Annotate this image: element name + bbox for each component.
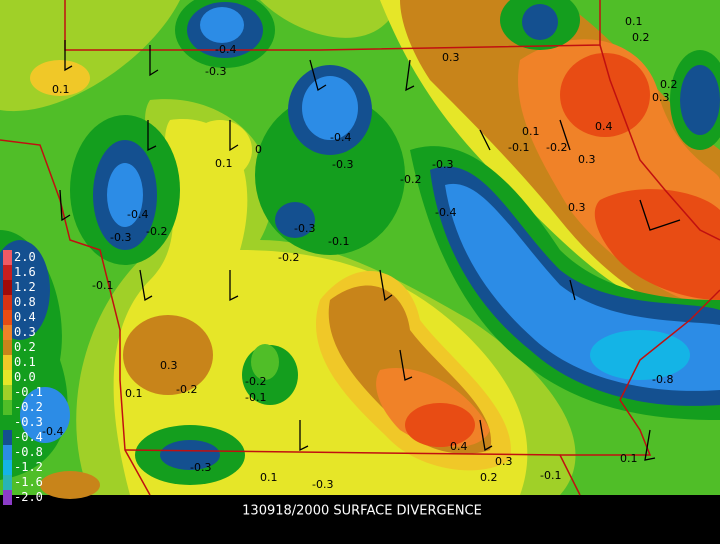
legend-label: -1.2 [14, 460, 43, 474]
legend-label: 0.8 [14, 295, 36, 309]
legend-label: 0.3 [14, 325, 36, 339]
contour-label: 0.1 [620, 452, 638, 465]
contour-label: 0.3 [160, 359, 178, 372]
divergence-field [0, 0, 720, 499]
contour-label: -0.2 [546, 141, 567, 154]
contour-label: -0.4 [330, 131, 351, 144]
contour-label: 0.1 [522, 125, 540, 138]
contour-label: -0.3 [205, 65, 226, 78]
contour-label: -0.1 [92, 279, 113, 292]
contour-label: -0.3 [110, 231, 131, 244]
contour-label: -0.1 [245, 391, 266, 404]
contour-label: 0.1 [260, 471, 278, 484]
legend-swatch [3, 265, 12, 280]
contour-label: -0.2 [278, 251, 299, 264]
contour-label: -0.2 [176, 383, 197, 396]
contour-label: 0.1 [125, 387, 143, 400]
legend-swatch [3, 445, 12, 460]
contour-label: -0.1 [540, 469, 561, 482]
legend-label: -2.0 [14, 490, 43, 504]
contour-label: 0.3 [568, 201, 586, 214]
legend-swatch [3, 325, 12, 340]
contour-label: 0.3 [652, 91, 670, 104]
contour-label: 0.1 [625, 15, 643, 28]
borders [0, 0, 720, 496]
map-title: 130918/2000 SURFACE DIVERGENCE [242, 504, 482, 519]
contour-label: -0.4 [127, 208, 148, 221]
contour-label: 0.1 [52, 83, 70, 96]
contour-label: 0.2 [480, 471, 498, 484]
legend-label: 0.2 [14, 340, 36, 354]
contour-label: -0.4 [42, 425, 63, 438]
contour-label: -0.3 [332, 158, 353, 171]
contour-label: -0.2 [400, 173, 421, 186]
contour-label: 0.3 [495, 455, 513, 468]
legend-swatch [3, 310, 12, 325]
contour-label: -0.3 [294, 222, 315, 235]
legend-label: 1.6 [14, 265, 36, 279]
legend-swatch [3, 400, 12, 415]
contour-label: 0.4 [450, 440, 468, 453]
contour-label: -0.1 [508, 141, 529, 154]
legend-swatch [3, 475, 12, 490]
legend-swatch [3, 385, 12, 400]
contour-label: 0.3 [578, 153, 596, 166]
legend-label: -0.2 [14, 400, 43, 414]
contour-label: 0.4 [595, 120, 613, 133]
contour-label: -0.4 [435, 206, 456, 219]
contour-label: 0 [255, 143, 262, 156]
contour-label: -0.1 [328, 235, 349, 248]
legend-label: -0.4 [14, 430, 43, 444]
legend-swatch [3, 280, 12, 295]
contour-label: 0.1 [215, 157, 233, 170]
legend-swatch [3, 295, 12, 310]
contour-label: -0.2 [245, 375, 266, 388]
legend-swatch [3, 370, 12, 385]
contour-label: 0.2 [660, 78, 678, 91]
legend-swatch [3, 460, 12, 475]
legend-swatch [3, 430, 12, 445]
legend-label: 2.0 [14, 250, 36, 264]
contour-label: 0.2 [632, 31, 650, 44]
legend-swatch [3, 415, 12, 430]
contour-label: -0.3 [190, 461, 211, 474]
color-legend: 2.01.61.20.80.40.30.20.10.0-0.1-0.2-0.3-… [3, 250, 43, 505]
contour-label: 0.3 [442, 51, 460, 64]
legend-label: -1.6 [14, 475, 43, 489]
legend-swatch [3, 340, 12, 355]
wind-barbs [59, 40, 681, 461]
legend-label: -0.3 [14, 415, 43, 429]
legend-label: -0.1 [14, 385, 43, 399]
legend-swatch [3, 250, 12, 265]
contour-label: -0.8 [652, 373, 673, 386]
contour-label: -0.4 [215, 43, 236, 56]
contour-label: -0.3 [432, 158, 453, 171]
legend-swatch [3, 355, 12, 370]
legend-swatch [3, 490, 12, 505]
legend-label: 1.2 [14, 280, 36, 294]
contour-label: -0.2 [146, 225, 167, 238]
contour-label: -0.3 [312, 478, 333, 491]
contour-labels: -0.4 -0.3 0.3 0.1 0.1 -0.4 -0.3 0.1 0 -0… [42, 15, 678, 491]
legend-label: -0.8 [14, 445, 43, 459]
legend-label: 0.4 [14, 310, 36, 324]
legend-label: 0.1 [14, 355, 36, 369]
legend-label: 0.0 [14, 370, 36, 384]
